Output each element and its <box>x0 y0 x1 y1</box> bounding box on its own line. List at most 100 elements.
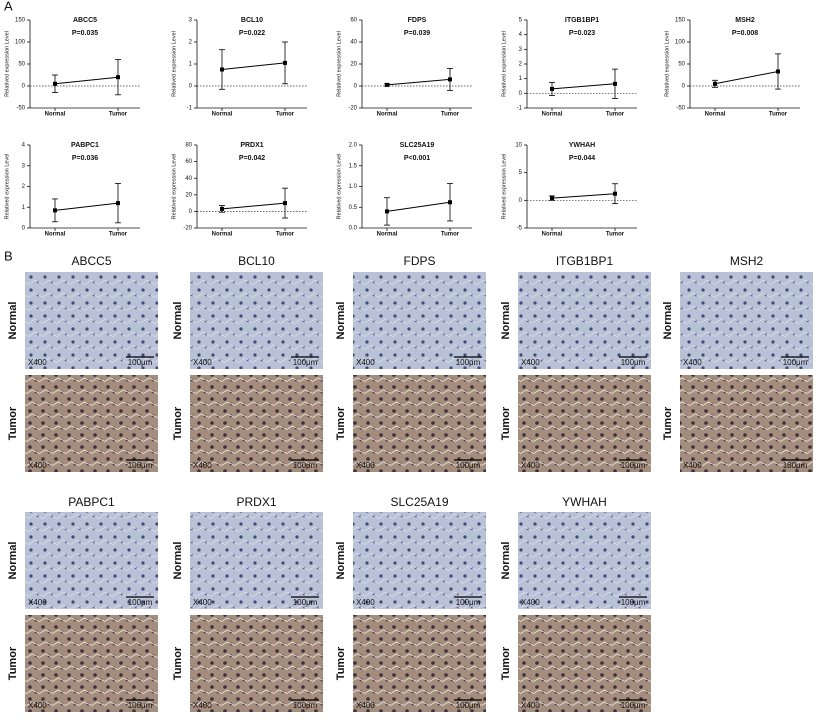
magnification: X400 <box>28 598 47 607</box>
point <box>713 81 717 86</box>
y-axis-label: Relatived expression Level <box>501 31 507 97</box>
y-tick-label: 0 <box>22 84 26 90</box>
y-tick-label: -1 <box>517 106 523 112</box>
magnification: X400 <box>28 358 47 367</box>
ihc-image <box>353 272 486 369</box>
condition-label: Normal <box>7 542 19 580</box>
y-tick-label: 0.0 <box>349 226 358 232</box>
point <box>53 208 57 213</box>
magnification: X400 <box>683 461 702 470</box>
scale-label: 100μm <box>456 358 481 367</box>
y-tick-label: 150 <box>675 18 686 24</box>
ihc-image <box>680 375 813 472</box>
condition-label: Normal <box>662 302 674 340</box>
y-tick-label: 0 <box>189 84 193 90</box>
point <box>550 196 554 201</box>
ihc-image <box>518 615 651 712</box>
y-tick-label: 2 <box>519 62 523 68</box>
scale-label: 100μm <box>456 461 481 470</box>
ihc-image <box>190 512 323 609</box>
x-tick-label: Normal <box>45 112 66 118</box>
y-tick-label: 2.0 <box>349 143 358 149</box>
point <box>776 69 780 74</box>
data-line <box>54 202 119 211</box>
scale-label: 100μm <box>621 358 646 367</box>
scale-label: 100μm <box>128 461 153 470</box>
x-tick-label: Tumor <box>606 112 625 118</box>
data-line <box>221 202 286 210</box>
scale-label: 100μm <box>621 461 646 470</box>
annotation: P=0.008 <box>732 30 758 37</box>
magnification: X400 <box>193 461 212 470</box>
scale-label: 100μm <box>293 598 318 607</box>
y-tick-label: 0 <box>189 209 193 215</box>
condition-label: Normal <box>172 302 184 340</box>
point <box>613 191 617 196</box>
magnification: X400 <box>193 701 212 710</box>
data-line <box>386 201 451 212</box>
scale-label: 100μm <box>783 358 808 367</box>
chart-title: SLC25A19 <box>400 142 435 149</box>
y-tick-label: 60 <box>185 159 192 165</box>
point <box>220 67 224 72</box>
ihc-image <box>190 272 323 369</box>
chart-title: PRDX1 <box>240 142 263 149</box>
ihc-image <box>353 375 486 472</box>
x-tick-label: Normal <box>377 232 398 238</box>
y-tick-label: 50 <box>18 62 25 68</box>
y-tick-label: 40 <box>350 40 357 46</box>
x-tick-label: Tumor <box>606 232 625 238</box>
point <box>385 209 389 214</box>
y-tick-label: 4 <box>22 143 26 149</box>
x-tick-label: Tumor <box>276 112 295 118</box>
x-tick-label: Tumor <box>441 232 460 238</box>
x-tick-label: Normal <box>542 112 563 118</box>
condition-label: Tumor <box>662 406 674 440</box>
x-tick-label: Tumor <box>441 112 460 118</box>
gene-title: PRDX1 <box>236 495 276 509</box>
condition-label: Tumor <box>500 646 512 680</box>
ihc-image <box>518 375 651 472</box>
annotation: P=0.044 <box>569 155 595 162</box>
condition-label: Tumor <box>335 646 347 680</box>
y-axis-label: Relatived expression Level <box>4 154 10 220</box>
scale-label: 100μm <box>621 701 646 710</box>
scale-label: 100μm <box>293 358 318 367</box>
y-tick-label: 2 <box>22 184 26 190</box>
y-tick-label: 1 <box>189 62 193 68</box>
y-tick-label: 10 <box>515 143 522 149</box>
y-tick-label: -50 <box>676 106 685 112</box>
y-axis-label: Relatived expression Level <box>336 31 342 97</box>
scale-label: 100μm <box>128 598 153 607</box>
condition-label: Tumor <box>7 646 19 680</box>
chart-title: MSH2 <box>735 17 755 24</box>
gene-title: BCL10 <box>238 254 275 268</box>
x-tick-label: Tumor <box>109 232 128 238</box>
magnification: X400 <box>356 358 375 367</box>
magnification: X400 <box>28 701 47 710</box>
magnification: X400 <box>683 358 702 367</box>
y-tick-label: 0 <box>519 91 523 97</box>
magnification: X400 <box>521 701 540 710</box>
data-line <box>221 62 286 70</box>
point <box>448 77 452 82</box>
condition-label: Normal <box>172 542 184 580</box>
y-tick-label: 20 <box>350 62 357 68</box>
gene-title: SLC25A19 <box>390 495 448 509</box>
y-tick-label: 1 <box>519 76 523 82</box>
y-tick-label: -20 <box>348 106 357 112</box>
y-tick-label: 0 <box>519 198 523 204</box>
y-tick-label: 1.0 <box>349 184 358 190</box>
ihc-image <box>25 375 158 472</box>
condition-label: Normal <box>335 542 347 580</box>
y-axis-label: Relatived expression Level <box>336 154 342 220</box>
condition-label: Tumor <box>7 406 19 440</box>
magnification: X400 <box>521 461 540 470</box>
condition-label: Tumor <box>172 646 184 680</box>
y-tick-label: 4 <box>519 32 523 38</box>
y-tick-label: 100 <box>15 40 26 46</box>
y-tick-label: 60 <box>350 18 357 24</box>
magnification: X400 <box>356 461 375 470</box>
gene-title: YWHAH <box>562 495 607 509</box>
